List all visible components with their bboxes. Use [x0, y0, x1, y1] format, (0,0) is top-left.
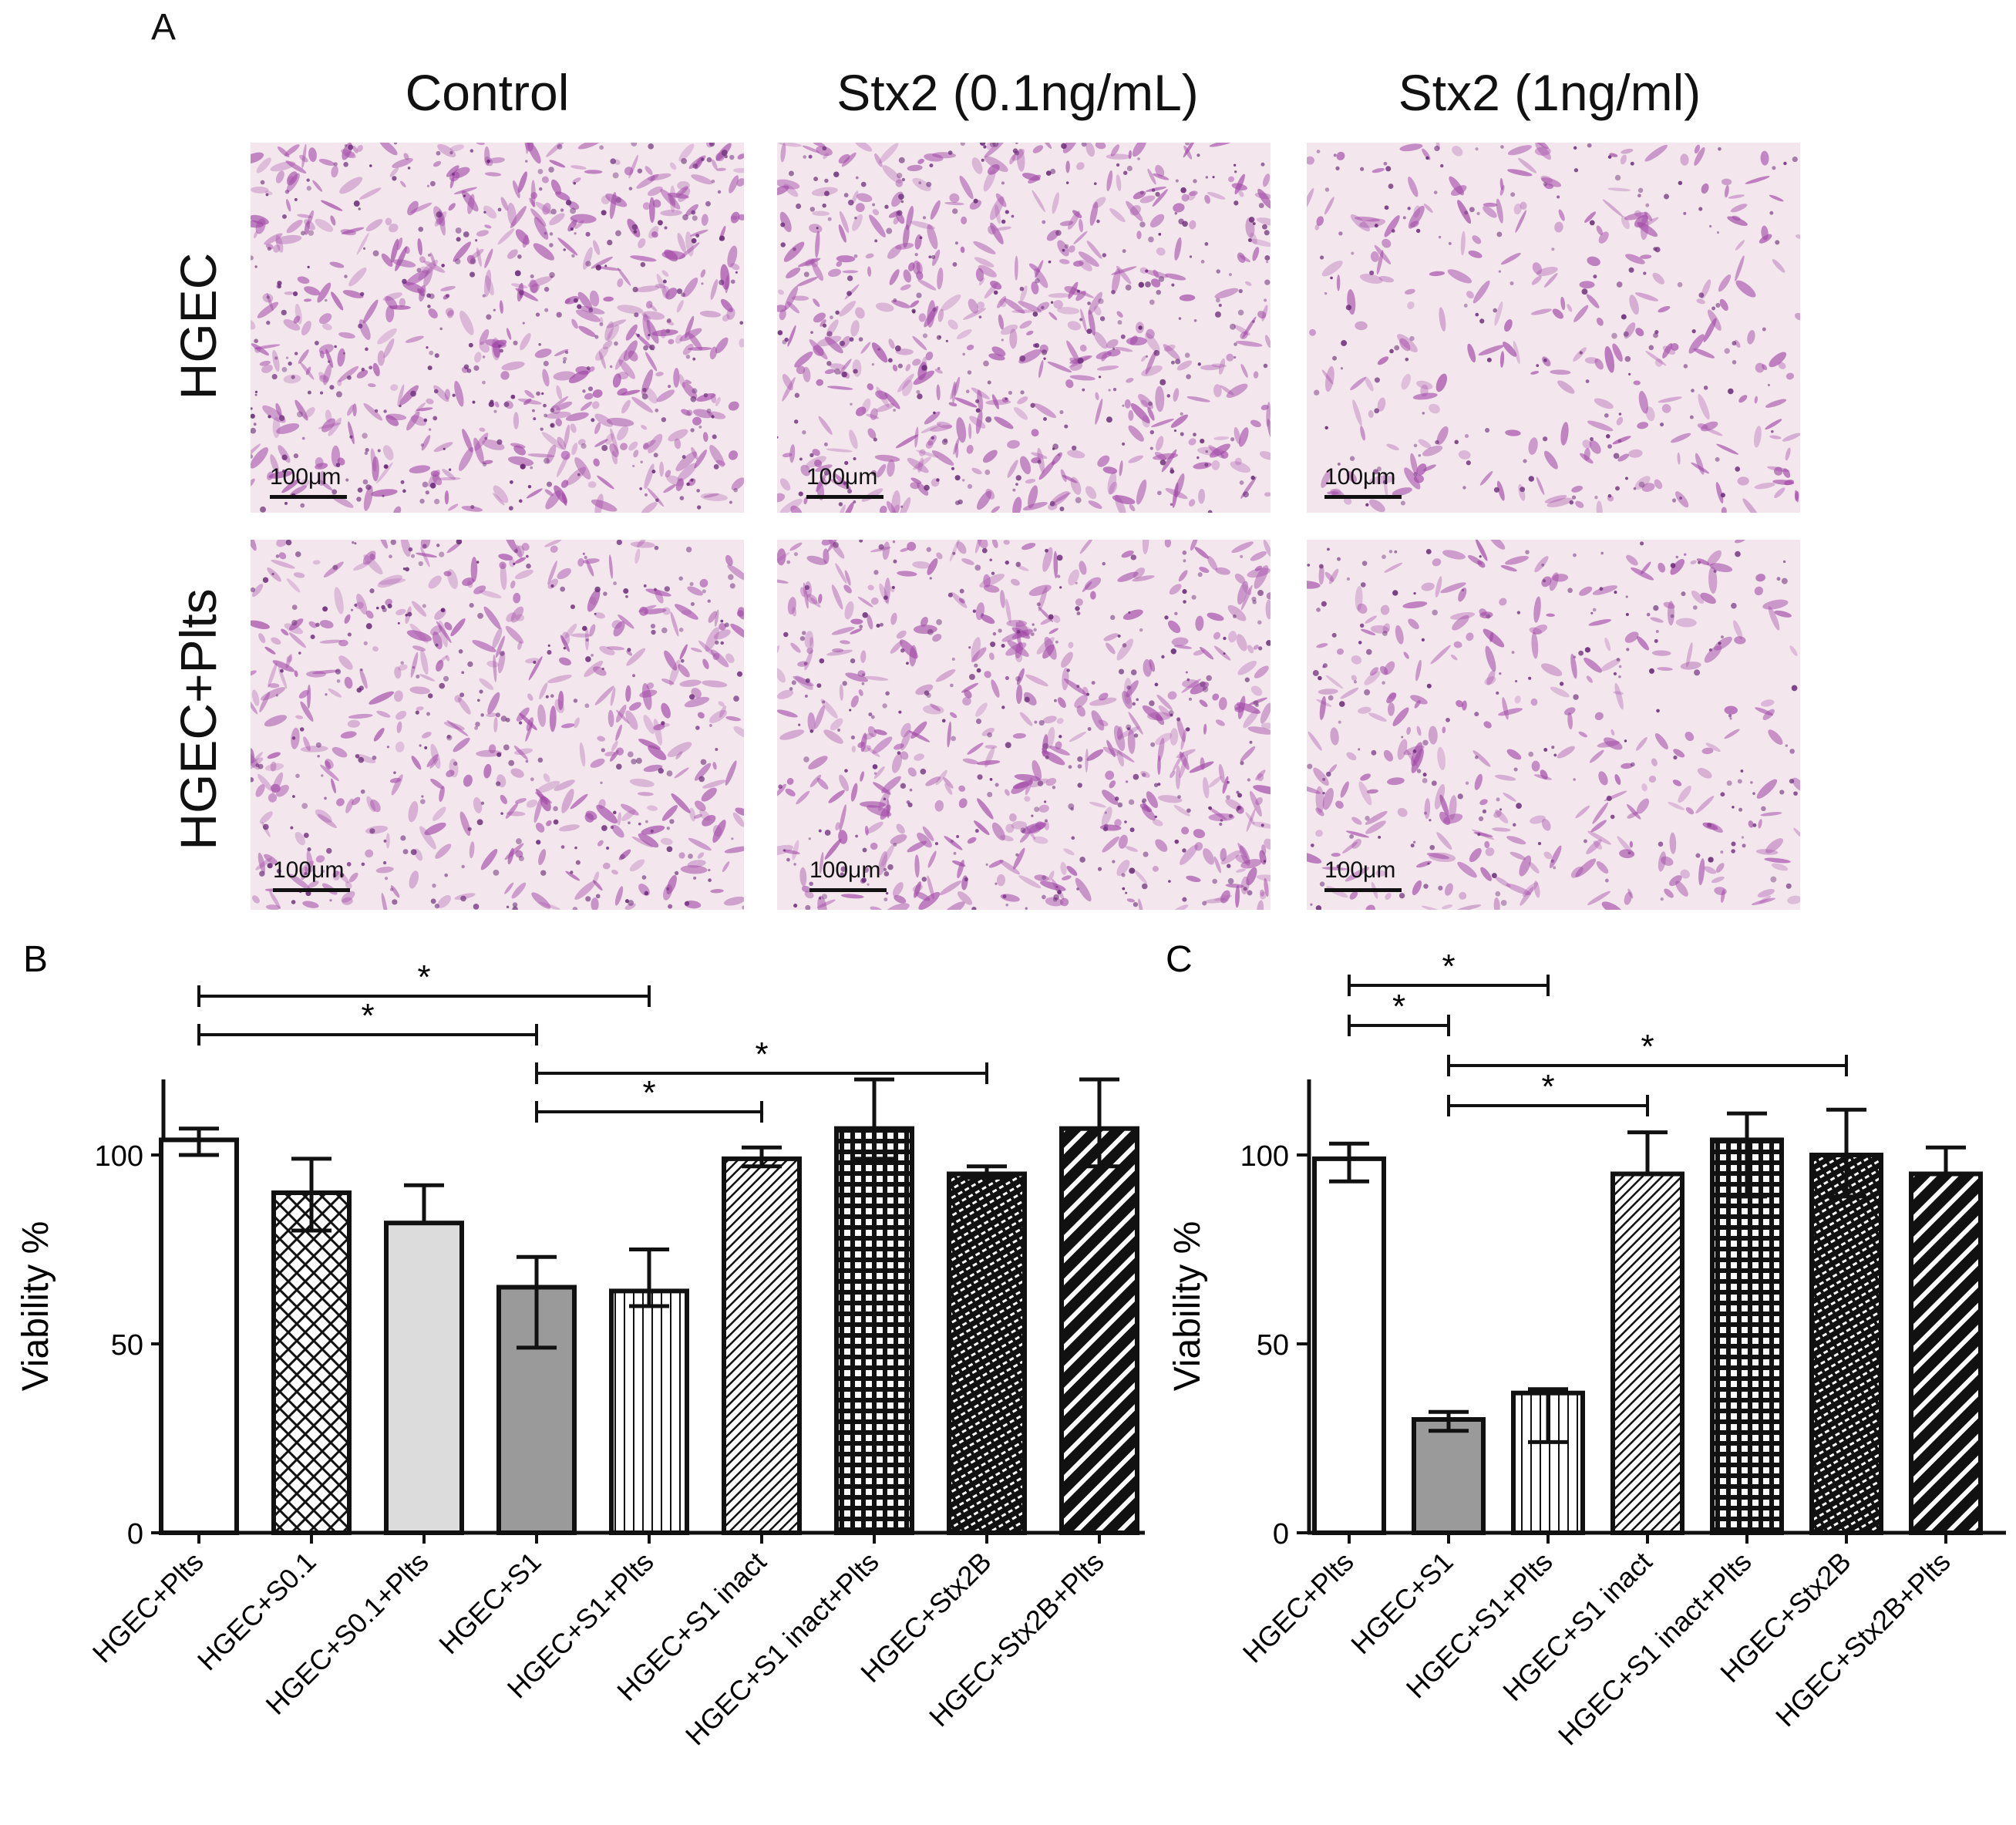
significance-star: * — [1392, 988, 1405, 1025]
x-tick-label: HGEC+Stx2B+Plts — [1769, 1546, 1957, 1733]
column-header-control: Control — [405, 64, 570, 121]
bar — [947, 1171, 1027, 1535]
stained-cells — [1307, 143, 1800, 513]
scale-bar-label: 100μm — [809, 857, 881, 883]
scale-bar: 100μm — [1324, 464, 1402, 499]
panel-letter: B — [23, 939, 48, 980]
scale-bar-line — [809, 888, 887, 892]
y-tick-label: 50 — [1257, 1329, 1289, 1362]
significance-star: * — [1541, 1068, 1554, 1106]
scale-bar: 100μm — [809, 857, 887, 892]
y-axis-label: Viability % — [15, 1221, 56, 1392]
scale-bar-line — [1324, 888, 1402, 892]
significance-star: * — [642, 1074, 655, 1112]
y-tick-label: 50 — [111, 1329, 143, 1362]
y-tick-label: 100 — [95, 1140, 143, 1173]
stained-cells — [251, 540, 744, 910]
significance-bracket — [1348, 975, 1550, 996]
bar — [1610, 1171, 1684, 1535]
bar — [1809, 1153, 1883, 1535]
micrograph-hgec-plts-control — [251, 540, 744, 910]
scale-bar-line — [270, 495, 347, 499]
stained-cells — [251, 143, 744, 513]
y-tick-label: 0 — [1273, 1518, 1289, 1551]
row-header-hgec: HGEC — [170, 252, 227, 400]
x-tick-label: HGEC+S1 inact+Plts — [1552, 1546, 1758, 1752]
significance-bracket — [535, 1062, 988, 1084]
panel-a-letter: A — [151, 7, 177, 48]
significance-star: * — [755, 1035, 768, 1073]
significance-bracket — [197, 985, 651, 1007]
scale-bar: 100μm — [1324, 857, 1402, 892]
significance-bracket — [1447, 1055, 1848, 1076]
significance-bracket — [197, 1024, 538, 1046]
y-tick-label: 100 — [1240, 1140, 1289, 1173]
scale-bar-label: 100μm — [1324, 857, 1396, 883]
micrograph-background — [1307, 540, 1800, 910]
row-header-hgec-plts: HGEC+Plts — [170, 588, 227, 850]
micrograph-background — [777, 540, 1271, 910]
significance-bracket — [535, 1101, 763, 1123]
bar — [271, 1190, 352, 1535]
significance-star: * — [361, 997, 374, 1035]
significance-bracket — [1348, 1015, 1450, 1036]
scale-bar-line — [1324, 495, 1402, 499]
micrograph-hgec-stx2-high — [1307, 143, 1800, 513]
micrograph-hgec-plts-stx2-low — [777, 540, 1271, 910]
significance-star: * — [1641, 1028, 1654, 1066]
micrograph-hgec-control — [251, 143, 744, 513]
bar — [1412, 1417, 1486, 1535]
scale-bar-line — [273, 888, 350, 892]
significance-star: * — [417, 958, 430, 996]
micrograph-hgec-plts-stx2-high — [1307, 540, 1800, 910]
bar — [1312, 1156, 1386, 1535]
panel-letter: C — [1166, 939, 1193, 980]
stained-cells — [1307, 540, 1800, 910]
micrograph-hgec-stx2-low — [777, 143, 1271, 513]
micrograph-background — [1307, 143, 1800, 513]
scale-bar-label: 100μm — [806, 464, 878, 490]
significance-bracket — [1447, 1095, 1649, 1116]
stained-cells — [777, 540, 1271, 910]
scale-bar-label: 100μm — [1324, 464, 1396, 490]
bar — [609, 1288, 689, 1535]
stained-cells — [777, 143, 1271, 513]
bar — [834, 1126, 914, 1535]
bar — [1059, 1126, 1139, 1535]
x-tick-label: HGEC+S1 — [432, 1546, 547, 1661]
scale-bar-line — [806, 495, 883, 499]
scale-bar: 100μm — [806, 464, 883, 499]
bar — [1909, 1171, 1983, 1535]
scale-bar: 100μm — [270, 464, 347, 499]
x-tick-label: HGEC+Plts — [86, 1546, 210, 1669]
column-header-stx2-low: Stx2 (0.1ng/mL) — [836, 64, 1199, 121]
scale-bar: 100μm — [273, 857, 350, 892]
x-tick-label: HGEC+S1 inact+Plts — [679, 1546, 885, 1752]
bar — [384, 1221, 464, 1535]
x-tick-label: HGEC+Plts — [1237, 1546, 1360, 1669]
bar — [159, 1137, 239, 1535]
bar — [1710, 1137, 1784, 1535]
y-tick-label: 0 — [127, 1518, 143, 1551]
y-axis-label: Viability % — [1167, 1221, 1208, 1392]
significance-star: * — [1442, 948, 1455, 985]
scale-bar-label: 100μm — [273, 857, 345, 883]
column-header-stx2-high: Stx2 (1ng/ml) — [1398, 64, 1701, 121]
scale-bar-label: 100μm — [270, 464, 342, 490]
bar — [722, 1156, 802, 1535]
